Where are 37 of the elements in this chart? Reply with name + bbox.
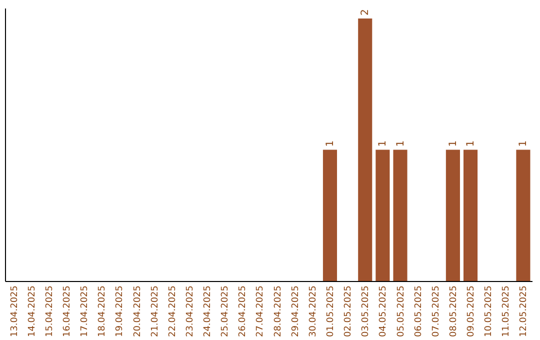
x-tick-label: 25.04.2025: [220, 286, 231, 338]
x-tick-label: 24.04.2025: [203, 286, 214, 338]
x-tick-label: 16.04.2025: [62, 286, 72, 338]
x-tick-label: 07.05.2025: [431, 286, 442, 338]
x-tick-label: 29.04.2025: [290, 286, 301, 338]
data-label: 1: [395, 140, 406, 147]
x-tick-label: 22.04.2025: [168, 286, 178, 338]
x-tick-label: 01.05.2025: [326, 286, 336, 338]
x-tick-label: 08.05.2025: [448, 286, 459, 338]
x-tick-label: 06.05.2025: [414, 286, 424, 338]
data-label: 1: [324, 140, 336, 147]
x-tick-label: 30.04.2025: [308, 286, 318, 338]
data-label: 2: [360, 9, 372, 16]
x-tick-label: 10.05.2025: [484, 286, 494, 338]
x-tick-label: 26.04.2025: [238, 286, 248, 338]
x-tick-label: 12.05.2025: [519, 286, 530, 338]
data-label: 1: [378, 140, 389, 147]
x-tick-label: 04.05.2025: [378, 286, 389, 338]
x-tick-label: 19.04.2025: [115, 286, 126, 338]
x-tick-label: 15.04.2025: [44, 286, 55, 338]
x-tick-label: 05.05.2025: [396, 286, 406, 338]
x-tick-label: 21.04.2025: [150, 286, 160, 338]
x-tick-label: 20.04.2025: [132, 286, 143, 338]
data-label: 1: [448, 140, 459, 147]
x-tick-label: 09.05.2025: [466, 286, 477, 338]
x-tick-label: 03.05.2025: [361, 286, 372, 338]
x-tick-label: 28.04.2025: [273, 286, 284, 338]
data-label: 1: [466, 140, 477, 147]
x-tick-label: 27.04.2025: [256, 286, 266, 338]
x-tick-label: 02.05.2025: [344, 286, 354, 338]
x-tick-label: 11.05.2025: [502, 286, 512, 338]
x-tick-label: 18.04.2025: [98, 286, 108, 338]
x-tick-label: 14.04.2025: [27, 286, 38, 338]
data-label: 1: [518, 140, 530, 147]
x-tick-label: 23.04.2025: [185, 286, 196, 338]
x-tick-label: 17.04.2025: [80, 286, 90, 338]
x-tick-label: 13.04.2025: [10, 286, 20, 338]
